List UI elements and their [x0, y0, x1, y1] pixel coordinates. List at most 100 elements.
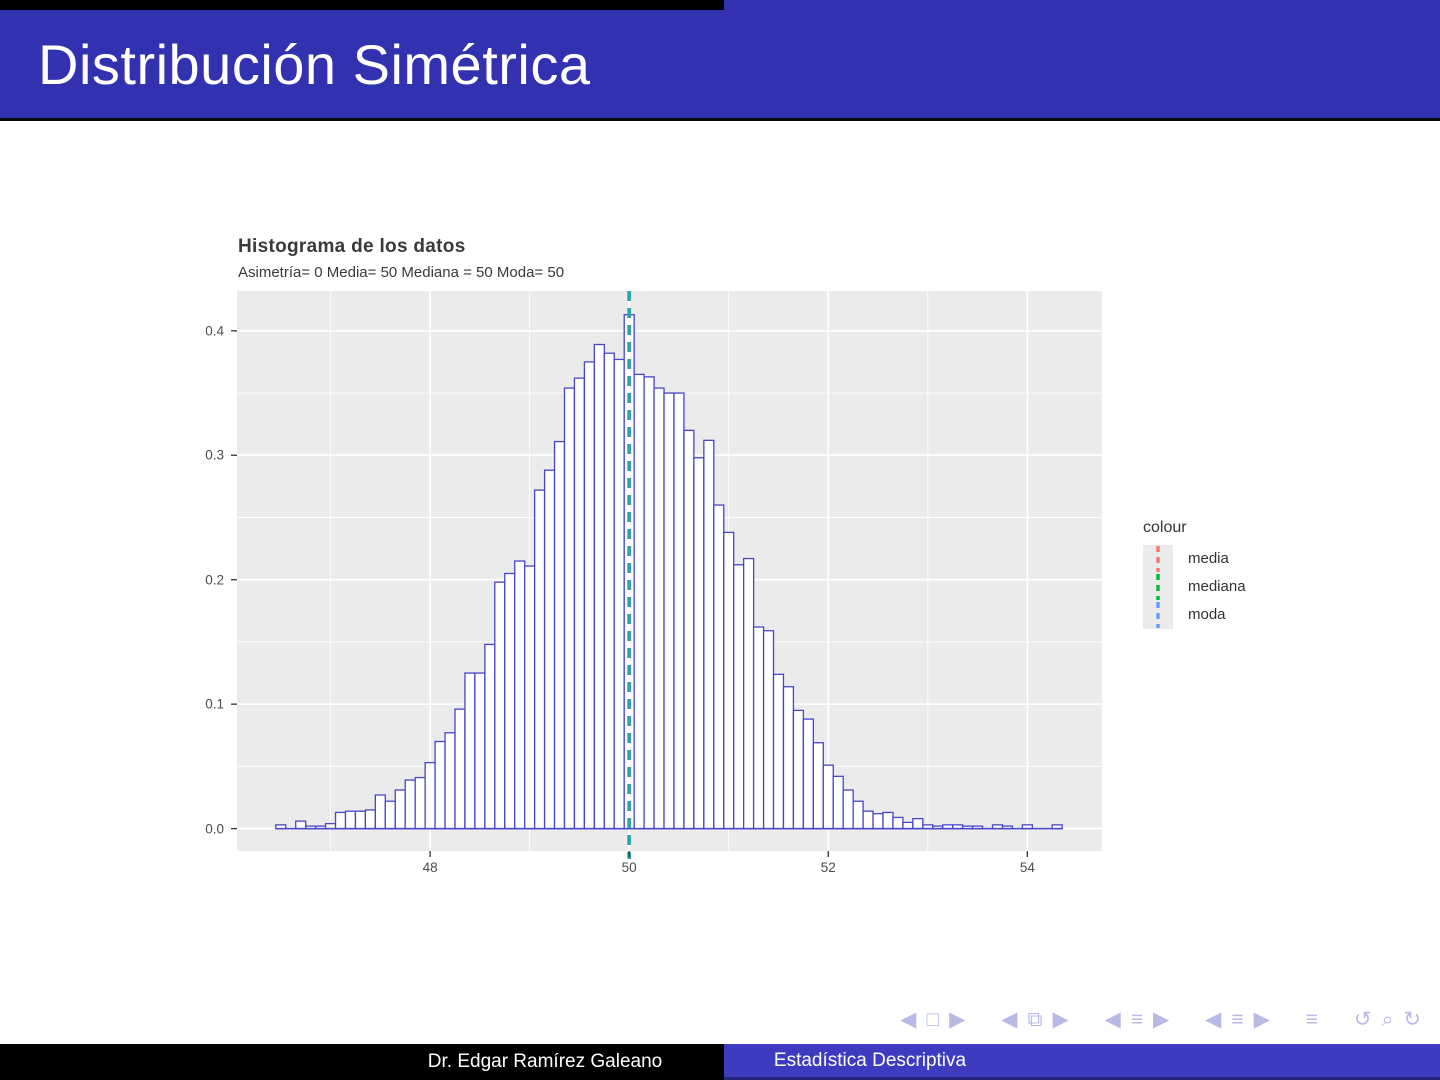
histogram-bar: [444, 732, 456, 830]
histogram-bar: [494, 581, 506, 830]
histogram-bar: [663, 392, 675, 830]
y-tick-label: 0.3: [205, 447, 224, 463]
histogram-bar: [862, 810, 874, 830]
nav-frame-group-nav-icon-1[interactable]: ⧉: [1027, 1007, 1043, 1031]
nav-frame-nav-icon-0[interactable]: ◀: [900, 1007, 917, 1031]
y-tick-label: 0.4: [205, 323, 224, 339]
nav-section-nav-icon-0[interactable]: ◀: [1205, 1007, 1222, 1031]
legend: colour media mediana moda: [1143, 519, 1246, 629]
histogram-bar: [842, 789, 854, 830]
histogram-bar: [573, 377, 586, 830]
nav-frame-nav-icon-1[interactable]: □: [926, 1007, 940, 1031]
histogram-bar: [484, 643, 496, 830]
histogram-bar: [583, 361, 595, 830]
histogram-bar: [563, 387, 576, 830]
histogram-bar: [852, 800, 864, 830]
histogram-bar: [344, 810, 357, 830]
histogram-bar: [474, 672, 486, 830]
nav-history-nav-icon-0[interactable]: ↺: [1354, 1007, 1372, 1031]
histogram-bar: [543, 469, 556, 830]
header-bar: Distribución Simétrica: [0, 10, 1440, 121]
histogram-bar: [354, 810, 367, 830]
histogram-bar: [533, 489, 546, 830]
histogram-bar: [295, 820, 307, 830]
histogram-bar: [603, 352, 615, 830]
footer-bar: Dr. Edgar Ramírez Galeano Estadística De…: [0, 1044, 1440, 1080]
nav-subsection-nav-icon-1[interactable]: ≡: [1130, 1007, 1144, 1031]
histogram-bar: [334, 811, 347, 830]
histogram-bar: [673, 392, 685, 830]
histogram-bar: [762, 630, 775, 830]
x-tick-label: 52: [820, 860, 836, 875]
histogram-bar: [892, 816, 904, 830]
histogram-bar: [733, 564, 745, 830]
chart-title: Histograma de los datos: [238, 236, 466, 257]
y-tick-label: 0.1: [205, 696, 224, 712]
y-tick-label: 0.2: [205, 572, 224, 588]
histogram-bar: [514, 560, 526, 830]
histogram-bar: [703, 439, 715, 830]
nav-group-subsection-nav: ◀ ≡ ▶: [1100, 1009, 1175, 1030]
nav-section-nav-icon-1[interactable]: ≡: [1231, 1007, 1244, 1031]
histogram-bar: [802, 718, 814, 830]
histogram-bar: [374, 794, 386, 830]
histogram-bar: [752, 626, 765, 830]
histogram-bar: [902, 821, 914, 830]
footer-course: Estadística Descriptiva: [773, 1049, 967, 1071]
plot-panel: [231, 291, 1102, 859]
histogram-bar: [464, 672, 476, 830]
histogram-bar: [553, 440, 566, 830]
footer-author: Dr. Edgar Ramírez Galeano: [427, 1051, 663, 1072]
nav-history-nav-icon-1[interactable]: ⌕: [1381, 1007, 1394, 1031]
legend-label-mediana: mediana: [1188, 578, 1246, 595]
histogram-bar: [404, 779, 416, 830]
nav-appendix-nav-icon-0[interactable]: ≡: [1305, 1007, 1319, 1031]
nav-frame-nav-icon-2[interactable]: ▶: [949, 1007, 966, 1031]
legend-key-lines: [1156, 546, 1160, 628]
x-tick-label: 54: [1019, 860, 1035, 875]
histogram-bar: [504, 572, 516, 830]
legend-label-media: media: [1188, 550, 1229, 567]
histogram-bar: [812, 742, 824, 830]
nav-section-nav-icon-2[interactable]: ▶: [1253, 1007, 1270, 1031]
nav-group-frame-nav: ◀ □ ▶: [895, 1009, 970, 1030]
nav-frame-group-nav-icon-0[interactable]: ◀: [1001, 1007, 1018, 1031]
nav-subsection-nav-icon-2[interactable]: ▶: [1153, 1007, 1170, 1031]
histogram-bar: [912, 817, 924, 830]
x-tick-label: 48: [422, 860, 438, 875]
y-tick-label: 0.0: [205, 821, 224, 837]
histogram-bar: [772, 673, 785, 830]
nav-group-section-nav: ◀ ≡ ▶: [1200, 1009, 1275, 1030]
histogram-plot: [231, 291, 1102, 859]
x-tick-label: 50: [621, 860, 637, 875]
histogram-bar: [424, 761, 436, 830]
histogram-bar: [653, 387, 665, 830]
legend-key-swatch: [1143, 545, 1173, 629]
histogram-bar: [593, 343, 605, 830]
histogram-bar: [782, 686, 795, 830]
histogram-bar: [414, 776, 426, 830]
footer-course-box: Estadística Descriptiva: [724, 1044, 1440, 1080]
nav-group-frame-group-nav: ◀ ⧉ ▶: [996, 1009, 1073, 1030]
histogram-bar: [633, 373, 645, 830]
beamer-navigation-bar: ◀ □ ▶ ◀ ⧉ ▶ ◀ ≡ ▶ ◀ ≡ ▶ ≡ ↺ ⌕ ↻: [869, 1004, 1426, 1034]
histogram-bar: [743, 557, 755, 830]
histogram-bar: [822, 764, 834, 830]
histogram-bar: [792, 709, 805, 830]
chart-subtitle: Asimetría= 0 Media= 50 Mediana = 50 Moda…: [238, 264, 565, 281]
histogram-bar: [872, 813, 884, 830]
histogram-bar: [394, 789, 406, 830]
histogram-bar: [454, 708, 466, 830]
histogram-bar: [364, 809, 377, 830]
legend-title: colour: [1143, 519, 1187, 536]
nav-frame-group-nav-icon-2[interactable]: ▶: [1052, 1007, 1069, 1031]
histogram-bar: [683, 429, 695, 830]
nav-history-nav-icon-2[interactable]: ↻: [1403, 1007, 1421, 1031]
histogram-bar: [832, 775, 844, 830]
histogram-bar: [434, 740, 446, 830]
legend-label-moda: moda: [1188, 606, 1226, 623]
footer-author-box: Dr. Edgar Ramírez Galeano: [0, 1044, 724, 1080]
nav-subsection-nav-icon-0[interactable]: ◀: [1104, 1007, 1121, 1031]
nav-group-history-nav: ↺ ⌕ ↻: [1349, 1009, 1426, 1030]
